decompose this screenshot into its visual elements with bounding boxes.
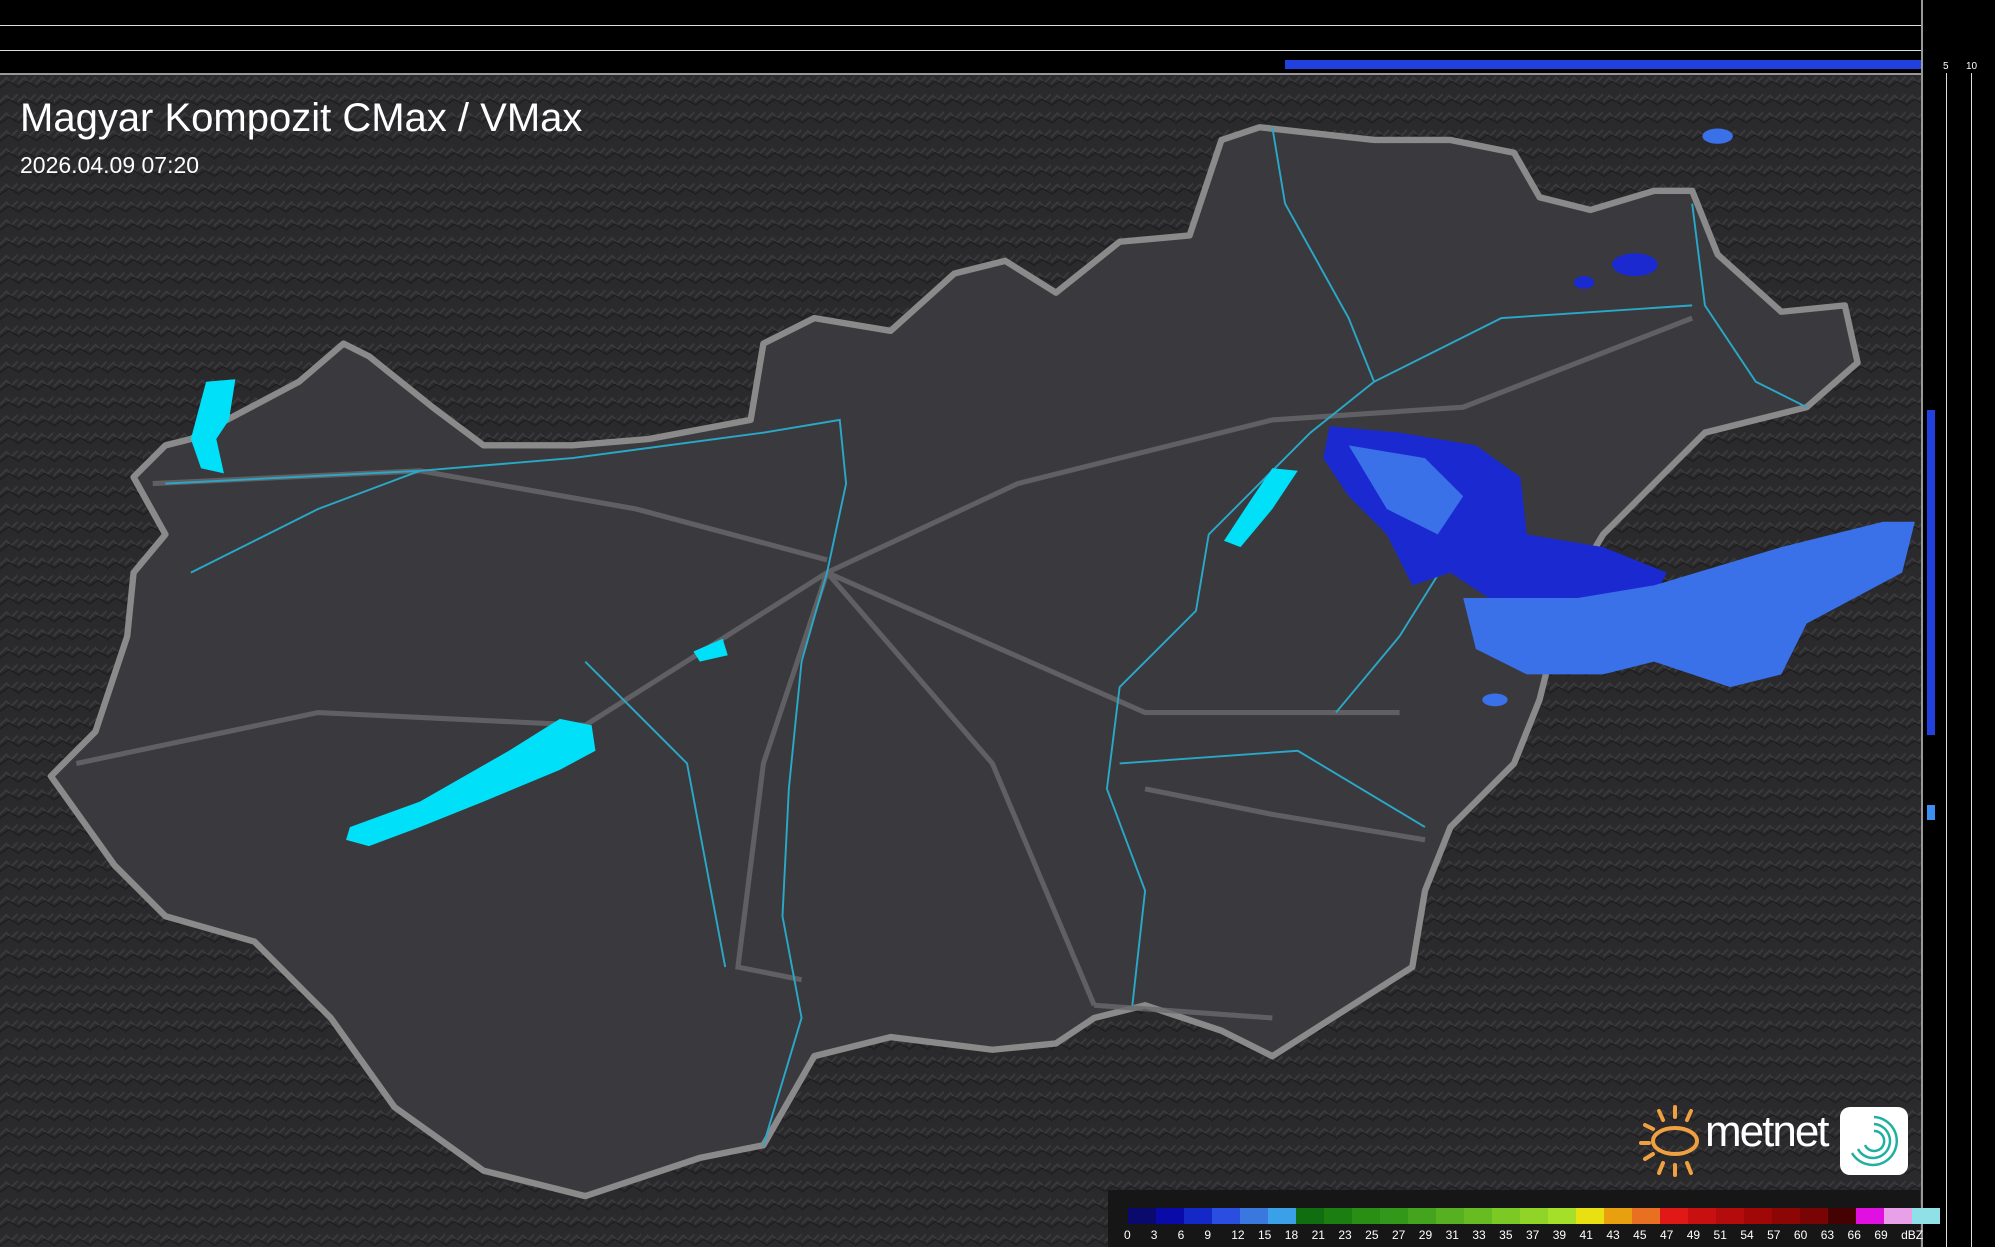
legend-label: 69 bbox=[1874, 1228, 1888, 1242]
legend-label: 51 bbox=[1713, 1228, 1727, 1242]
legend-label: 29 bbox=[1418, 1228, 1433, 1242]
legend-label: 47 bbox=[1659, 1228, 1674, 1242]
legend-label: 54 bbox=[1740, 1228, 1754, 1242]
side-profile-tick: 5 bbox=[1943, 61, 1949, 72]
legend-swatch bbox=[1576, 1208, 1604, 1224]
legend-swatch bbox=[1464, 1208, 1492, 1224]
legend-label: 49 bbox=[1686, 1228, 1701, 1242]
legend-label: 57 bbox=[1767, 1228, 1781, 1242]
legend-swatch bbox=[1856, 1208, 1884, 1224]
legend-swatch bbox=[1884, 1208, 1912, 1224]
legend-swatch bbox=[1520, 1208, 1548, 1224]
map-timestamp: 2026.04.09 07:20 bbox=[20, 152, 200, 178]
legend-label: 35 bbox=[1499, 1228, 1513, 1242]
legend-swatch bbox=[1716, 1208, 1744, 1224]
legend-swatch bbox=[1688, 1208, 1716, 1224]
legend-label: 60 bbox=[1793, 1228, 1808, 1242]
legend-swatch bbox=[1772, 1208, 1800, 1224]
legend-label: 25 bbox=[1365, 1228, 1379, 1242]
legend-label: 6 bbox=[1177, 1228, 1185, 1242]
side-elevation-profile: 5 10 bbox=[1921, 0, 1995, 1247]
rivers bbox=[165, 127, 1808, 1146]
legend-label: 41 bbox=[1579, 1228, 1593, 1242]
legend-swatch bbox=[1268, 1208, 1296, 1224]
legend-swatch bbox=[1492, 1208, 1520, 1224]
metnet-app-icon bbox=[1840, 1107, 1908, 1175]
metnet-sun-logo-icon bbox=[1639, 1105, 1699, 1177]
legend-unit: dBZ bbox=[1901, 1228, 1924, 1242]
legend-swatch bbox=[1324, 1208, 1352, 1224]
legend-label: 31 bbox=[1445, 1228, 1459, 1242]
legend-label: 18 bbox=[1284, 1228, 1299, 1242]
legend-swatch bbox=[1660, 1208, 1688, 1224]
legend-label: 45 bbox=[1633, 1228, 1647, 1242]
legend-swatch bbox=[1380, 1208, 1408, 1224]
legend-label: 15 bbox=[1257, 1228, 1272, 1242]
legend-label: 39 bbox=[1552, 1228, 1567, 1242]
legend-label: 9 bbox=[1204, 1228, 1212, 1242]
legend-swatch bbox=[1436, 1208, 1464, 1224]
legend-label: 33 bbox=[1472, 1228, 1486, 1242]
legend-label: 43 bbox=[1606, 1228, 1620, 1242]
legend-swatch bbox=[1296, 1208, 1324, 1224]
legend-label: 27 bbox=[1391, 1228, 1406, 1242]
legend-swatch bbox=[1408, 1208, 1436, 1224]
legend-label: 37 bbox=[1525, 1228, 1540, 1242]
lakes bbox=[190, 379, 1298, 847]
precipitation bbox=[1323, 128, 1915, 707]
side-profile-tick: 10 bbox=[1966, 61, 1978, 72]
legend-swatch bbox=[1184, 1208, 1212, 1224]
legend-swatch bbox=[1912, 1208, 1940, 1224]
legend-swatch bbox=[1800, 1208, 1828, 1224]
legend-swatch bbox=[1352, 1208, 1380, 1224]
legend-swatch bbox=[1828, 1208, 1856, 1224]
legend-label: 63 bbox=[1820, 1228, 1835, 1242]
legend-label: 3 bbox=[1150, 1228, 1158, 1242]
lake-velence bbox=[693, 638, 728, 662]
lake-tisza bbox=[1223, 468, 1298, 548]
legend-label: 0 bbox=[1124, 1228, 1131, 1242]
legend-swatch bbox=[1156, 1208, 1184, 1224]
map-title: Magyar Kompozit CMax / VMax bbox=[20, 96, 583, 140]
lake-balaton bbox=[346, 718, 596, 847]
legend-swatch bbox=[1548, 1208, 1576, 1224]
legend-label: 66 bbox=[1847, 1228, 1861, 1242]
legend-swatch bbox=[1632, 1208, 1660, 1224]
legend-swatch bbox=[1604, 1208, 1632, 1224]
lake-neusiedl bbox=[190, 379, 236, 474]
legend-label: 12 bbox=[1231, 1228, 1245, 1242]
legend-label: 21 bbox=[1311, 1228, 1325, 1242]
legend-label: 23 bbox=[1338, 1228, 1352, 1242]
metnet-logo-text: metnet bbox=[1705, 1107, 1830, 1156]
legend-swatch bbox=[1744, 1208, 1772, 1224]
dbz-color-legend: 0 3 6 9 12 15 18 21 23 25 27 29 31 33 35 37 39 41 43 45 47 49… bbox=[1108, 1190, 1940, 1247]
legend-swatch bbox=[1128, 1208, 1156, 1224]
legend-swatch bbox=[1212, 1208, 1240, 1224]
legend-swatch bbox=[1240, 1208, 1268, 1224]
top-elevation-profile: 10 5 bbox=[0, 0, 1935, 75]
hungary-outline bbox=[47, 124, 1861, 1200]
